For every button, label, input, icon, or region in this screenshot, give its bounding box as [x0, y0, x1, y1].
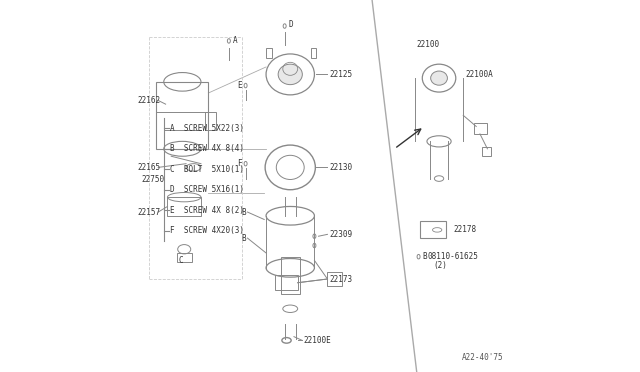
Text: D  SCREW 5X16(1): D SCREW 5X16(1) [170, 185, 244, 194]
Text: 22130: 22130 [330, 163, 353, 172]
Text: E  SCREW 4X 8(2): E SCREW 4X 8(2) [170, 206, 244, 215]
Text: 22165: 22165 [138, 163, 161, 172]
Text: 22100A: 22100A [465, 70, 493, 79]
Text: 22309: 22309 [330, 230, 353, 239]
Bar [474, 123, 488, 134]
Text: B  SCREW 4X 8(4): B SCREW 4X 8(4) [170, 144, 244, 153]
Bar [328, 272, 342, 286]
Ellipse shape [278, 64, 302, 85]
Text: 22750: 22750 [141, 175, 164, 184]
Text: B: B [422, 252, 428, 261]
Text: C: C [179, 256, 183, 265]
Ellipse shape [431, 71, 447, 85]
Text: 22100: 22100 [417, 40, 440, 49]
Text: A  SCREW 5X22(3): A SCREW 5X22(3) [170, 124, 244, 133]
Bar [156, 82, 209, 149]
Text: (2): (2) [433, 262, 447, 270]
Bar [281, 257, 300, 294]
Text: F: F [237, 159, 242, 168]
Text: 22157: 22157 [138, 208, 161, 217]
Text: E: E [237, 81, 242, 90]
Bar [420, 221, 447, 238]
Bar [310, 48, 316, 58]
Text: 22162: 22162 [138, 96, 161, 105]
Text: B: B [241, 234, 246, 243]
Text: 22178: 22178 [454, 225, 477, 234]
Text: B: B [241, 208, 246, 217]
Bar [168, 197, 201, 216]
Bar [205, 112, 216, 130]
Bar [482, 147, 491, 156]
Bar [177, 253, 191, 262]
Text: C  BOLT  5X10(1): C BOLT 5X10(1) [170, 165, 244, 174]
Text: D: D [288, 20, 292, 29]
Text: F  SCREW 4X20(3): F SCREW 4X20(3) [170, 226, 244, 235]
Text: 22173: 22173 [330, 275, 353, 283]
Text: 22100E: 22100E [303, 336, 331, 345]
Text: A22-40'75: A22-40'75 [461, 353, 503, 362]
Bar [266, 48, 271, 58]
Text: 22125: 22125 [330, 70, 353, 79]
Text: 08110-61625: 08110-61625 [428, 252, 479, 261]
Bar [275, 275, 298, 290]
Text: A: A [234, 36, 238, 45]
